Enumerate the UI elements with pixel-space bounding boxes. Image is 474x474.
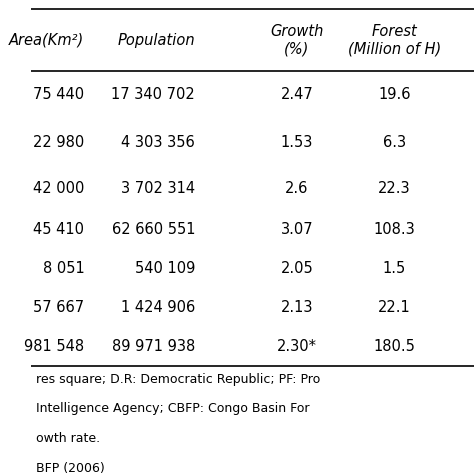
- Text: 22.1: 22.1: [378, 300, 410, 315]
- Text: 75 440: 75 440: [33, 87, 84, 102]
- Text: 1 424 906: 1 424 906: [121, 300, 195, 315]
- Text: 540 109: 540 109: [135, 261, 195, 276]
- Text: 22.3: 22.3: [378, 181, 410, 196]
- Text: Intelligence Agency; CBFP: Congo Basin For: Intelligence Agency; CBFP: Congo Basin F…: [36, 402, 309, 416]
- Text: 1.5: 1.5: [383, 261, 406, 276]
- Text: 981 548: 981 548: [24, 339, 84, 354]
- Text: BFP (2006): BFP (2006): [36, 462, 104, 474]
- Text: 1.53: 1.53: [281, 136, 313, 150]
- Text: 2.6: 2.6: [285, 181, 309, 196]
- Text: 89 971 938: 89 971 938: [112, 339, 195, 354]
- Text: 17 340 702: 17 340 702: [111, 87, 195, 102]
- Text: 62 660 551: 62 660 551: [111, 222, 195, 237]
- Text: 3.07: 3.07: [281, 222, 313, 237]
- Text: 2.05: 2.05: [281, 261, 313, 276]
- Text: Area(Km²): Area(Km²): [9, 33, 84, 47]
- Text: 6.3: 6.3: [383, 136, 406, 150]
- Text: 2.13: 2.13: [281, 300, 313, 315]
- Text: 2.30*: 2.30*: [277, 339, 317, 354]
- Text: owth rate.: owth rate.: [36, 432, 100, 445]
- Text: 2.47: 2.47: [281, 87, 313, 102]
- Text: 108.3: 108.3: [374, 222, 415, 237]
- Text: 4 303 356: 4 303 356: [121, 136, 195, 150]
- Text: 8 051: 8 051: [43, 261, 84, 276]
- Text: res square; D.R: Democratic Republic; PF: Pro: res square; D.R: Democratic Republic; PF…: [36, 373, 320, 386]
- Text: 180.5: 180.5: [374, 339, 415, 354]
- Text: 45 410: 45 410: [33, 222, 84, 237]
- Text: Population: Population: [118, 33, 195, 47]
- Text: 19.6: 19.6: [378, 87, 410, 102]
- Text: 3 702 314: 3 702 314: [121, 181, 195, 196]
- Text: 57 667: 57 667: [33, 300, 84, 315]
- Text: 42 000: 42 000: [33, 181, 84, 196]
- Text: Forest
(Million of H): Forest (Million of H): [347, 24, 441, 56]
- Text: 22 980: 22 980: [33, 136, 84, 150]
- Text: Growth
(%): Growth (%): [270, 24, 324, 56]
